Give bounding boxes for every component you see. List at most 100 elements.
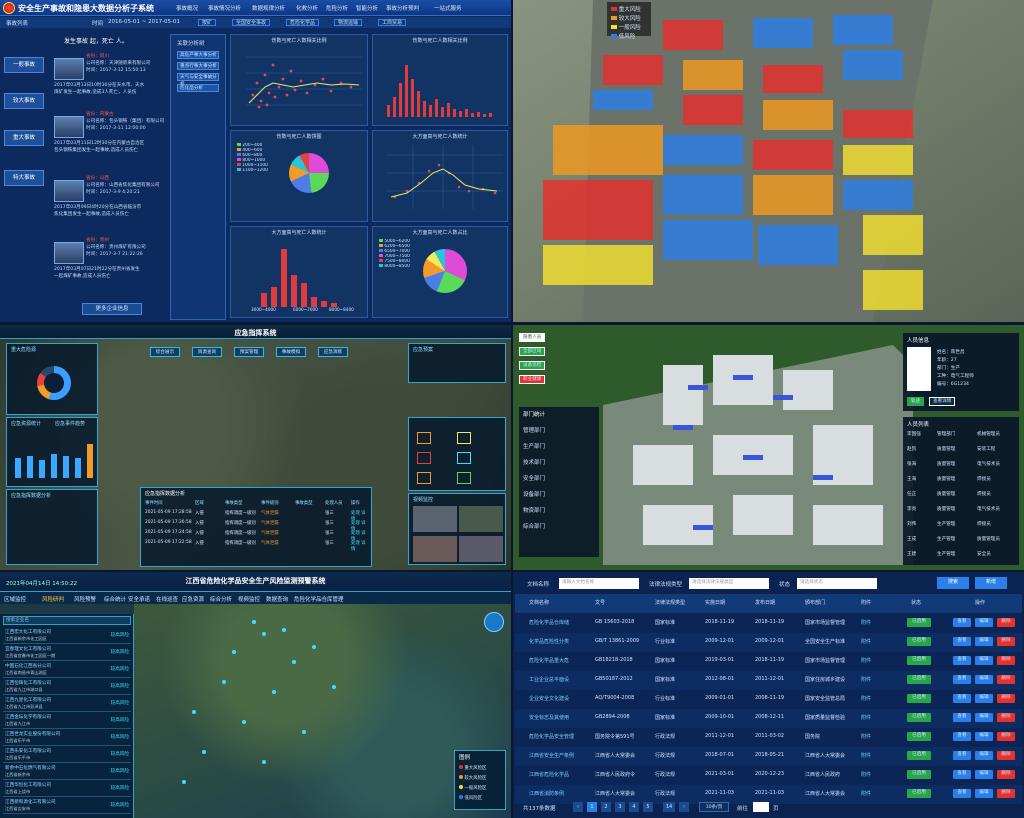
list-item[interactable]: 江西恒辉化工有限公司 江西省九江市湖口县 较高风险	[3, 679, 131, 695]
edit-button[interactable]: 编辑	[975, 751, 993, 760]
view-button[interactable]: 查看	[953, 618, 971, 627]
video-thumb[interactable]	[459, 536, 503, 562]
attachment-link[interactable]: 附件	[861, 677, 872, 683]
list-item[interactable]: 江西新和源化工有限公司 江西省吉安市 较高风险	[3, 798, 131, 814]
nav-item[interactable]: 化救分析	[296, 6, 319, 12]
table-row[interactable]: 化学品危险性分类 GB/T 13861-2009 行业标准 2009-12-01 200…	[515, 633, 1022, 652]
table-row[interactable]: 江西省危险化学品 江西省人民政府令 行政法规 2021-03-01 2020-12-23…	[515, 766, 1022, 785]
list-item[interactable]: 江西乐安化工有限公司 江西省乐平市 较高风险	[3, 747, 131, 763]
page-number[interactable]: 5	[643, 802, 653, 812]
view-button[interactable]: 查看	[953, 789, 971, 798]
edit-button[interactable]: 编辑	[975, 770, 993, 779]
tab[interactable]: 综合分析	[210, 597, 233, 603]
dept-row[interactable]: 管理部门	[523, 428, 546, 434]
attachment-link[interactable]: 附件	[861, 791, 872, 797]
tab[interactable]: 安全承诺	[128, 597, 151, 603]
assoc-item[interactable]: 重点行事大事分析	[177, 62, 219, 70]
tab[interactable]: 视频监控	[238, 597, 261, 603]
list-item[interactable]: 王建 生产管理 安全员	[907, 552, 991, 557]
hidden-person-button[interactable]: 隐患人员	[519, 333, 546, 342]
table-row[interactable]: 危险化学品仓库储 GB 15603-2018 国家标准 2018-11-19 2018-…	[515, 614, 1022, 633]
delete-button[interactable]: 删除	[997, 770, 1015, 779]
attachment-link[interactable]: 附件	[861, 658, 872, 664]
resource-icon[interactable]	[417, 452, 431, 464]
nav-item[interactable]: 数据规律分析	[252, 6, 286, 12]
resource-icon[interactable]	[457, 472, 471, 484]
view-button[interactable]: 查看	[953, 675, 971, 684]
video-thumb[interactable]	[413, 506, 457, 532]
case-card[interactable]: 省份：内蒙古 公司名称：包头钢铁（集团）有限公司 时间：2017-3-11 12…	[54, 112, 165, 153]
video-thumb[interactable]	[413, 536, 457, 562]
page-number[interactable]: 3	[615, 802, 625, 812]
nav-tab[interactable]: 资源查询	[192, 347, 222, 357]
filter-chip[interactable]: 物流运输	[334, 19, 363, 26]
per-page-select[interactable]: 10条/页	[699, 802, 729, 812]
assoc-item[interactable]: 天气与安全事故分析	[177, 73, 219, 87]
nav-tab[interactable]: 综合展示	[150, 347, 180, 357]
dept-row[interactable]: 物资部门	[523, 508, 546, 514]
table-row[interactable]: 江西省安全生产条例 江西省人大常委会 行政法规 2018-07-01 2018-05-2…	[515, 747, 1022, 766]
risk-zone-map[interactable]: 重大风险 较大风险 一般风险 低风险	[513, 0, 1024, 322]
view-button[interactable]: 查看	[953, 732, 971, 741]
tab[interactable]: 在线巡查	[156, 597, 179, 603]
edit-button[interactable]: 编辑	[975, 656, 993, 665]
nav-item[interactable]: 事故概况	[176, 6, 199, 12]
delete-button[interactable]: 删除	[997, 656, 1015, 665]
all-area-button[interactable]: 全部区域	[519, 347, 546, 356]
table-row[interactable]: 江西省消防条例 江西省人大常委会 行政法规 2021-11-03 2021-11-03 江…	[515, 785, 1022, 804]
add-button[interactable]: 新增	[975, 577, 1007, 589]
page-number[interactable]: 4	[629, 802, 639, 812]
province-map[interactable]	[134, 592, 511, 818]
detail-button[interactable]: 查看详情	[929, 397, 956, 406]
list-item[interactable]: 江西世龙实业股份有限公司 江西省乐平市 较高风险	[3, 730, 131, 746]
tab[interactable]: 应急资源	[182, 597, 205, 603]
edit-button[interactable]: 编辑	[975, 713, 993, 722]
page-number[interactable]: 1	[587, 802, 597, 812]
delete-button[interactable]: 删除	[997, 618, 1015, 627]
type-select[interactable]: 请选择法律法规类型	[689, 578, 769, 589]
nav-item[interactable]: 智能分析	[356, 6, 379, 12]
nav-item[interactable]: 事故分析预判	[386, 6, 420, 12]
delete-button[interactable]: 删除	[997, 637, 1015, 646]
view-button[interactable]: 查看	[953, 770, 971, 779]
edit-button[interactable]: 编辑	[975, 675, 993, 684]
list-item[interactable]: 李国强 管理部门 机械管理员	[907, 432, 1000, 437]
filter-chip[interactable]: 按矿	[198, 19, 217, 26]
tab-serious-accident[interactable]: 重大事故	[4, 130, 44, 146]
attachment-link[interactable]: 附件	[861, 715, 872, 721]
page-number[interactable]: 2	[601, 802, 611, 812]
resource-icon[interactable]	[457, 432, 471, 444]
list-item[interactable]: 王海 质量管理 焊接员	[907, 477, 991, 482]
track-button[interactable]: 轨迹	[907, 397, 925, 406]
filter-chip[interactable]: 工商贸易	[378, 19, 407, 26]
filter-chip[interactable]: 全国安全事故	[232, 19, 271, 26]
view-button[interactable]: 查看	[953, 637, 971, 646]
tab[interactable]: 综合统计	[104, 597, 127, 603]
tab-general-accident[interactable]: 一般事故	[4, 57, 44, 73]
chart-toggle-icon[interactable]	[484, 612, 504, 632]
edit-button[interactable]: 编辑	[975, 637, 993, 646]
list-item[interactable]: 江西九星化工有限公司 江西省九江市彭泽县 较高风险	[3, 696, 131, 712]
tab[interactable]: 区域监控	[4, 597, 27, 603]
list-item[interactable]: 宜春理文化工有限公司 江西省宜春市化工园区一期 较高风险	[3, 645, 131, 661]
delete-button[interactable]: 删除	[997, 789, 1015, 798]
attachment-link[interactable]: 附件	[861, 620, 872, 626]
list-item[interactable]: 江西金坛化学有限公司 江西省九江市 较高风险	[3, 713, 131, 729]
tab-major-accident[interactable]: 较大事故	[4, 93, 44, 109]
attachment-link[interactable]: 附件	[861, 696, 872, 702]
dept-row[interactable]: 设备部门	[523, 492, 546, 498]
nav-item[interactable]: 事故情况分析	[208, 6, 242, 12]
dept-row[interactable]: 综合部门	[523, 524, 546, 530]
case-card[interactable]: 省份：山西 公司名称：山西省焦化集团有限公司 时间：2017-3-9 4:20:…	[54, 176, 160, 217]
nav-tab[interactable]: 应急演练	[318, 347, 348, 357]
dept-row[interactable]: 安全部门	[523, 476, 546, 482]
filter-chip[interactable]: 危险化学品	[286, 19, 320, 26]
nav-item[interactable]: 一站式服务	[434, 6, 462, 12]
table-row[interactable]: 安全标志及其使用 GB2894-2008 国家标准 2009-10-01 2008-12…	[515, 709, 1022, 728]
attachment-link[interactable]: 附件	[861, 772, 872, 778]
edit-button[interactable]: 编辑	[975, 618, 993, 627]
status-select[interactable]: 请选择状态	[797, 578, 877, 589]
case-card[interactable]: 省份：贵州 公司名称：贵州煤矿有限公司 时间：2017-3-7 21:22:26…	[54, 238, 146, 279]
nav-tab[interactable]: 预案管理	[234, 347, 264, 357]
tab[interactable]: 数据查询	[266, 597, 289, 603]
